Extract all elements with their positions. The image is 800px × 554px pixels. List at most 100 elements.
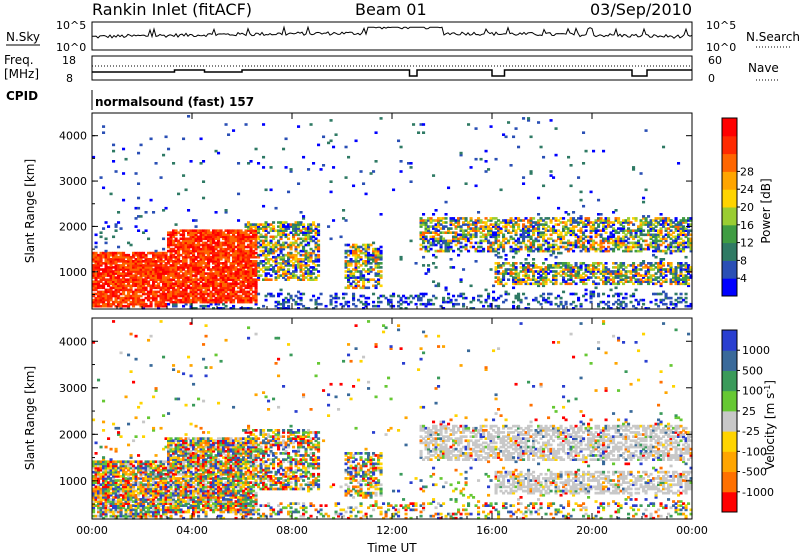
heatmap-cell xyxy=(514,280,518,283)
heatmap-cell xyxy=(447,300,451,304)
heatmap-cell xyxy=(242,270,246,273)
heatmap-cell xyxy=(559,296,563,300)
heatmap-cell xyxy=(367,247,371,251)
heatmap-cell xyxy=(234,292,238,296)
heatmap-cell xyxy=(179,270,183,273)
heatmap-cell xyxy=(544,217,548,220)
heatmap-cell xyxy=(622,241,626,245)
heatmap-cell xyxy=(104,304,108,308)
heatmap-cell xyxy=(529,229,533,232)
heatmap-cell xyxy=(102,251,106,255)
heatmap-cell xyxy=(642,229,646,232)
heatmap-cell xyxy=(239,229,243,232)
heatmap-cell xyxy=(237,241,241,245)
heatmap-cell xyxy=(152,292,156,296)
heatmap-cell xyxy=(182,274,186,277)
heatmap-cell xyxy=(289,276,293,279)
heatmap-cell xyxy=(277,294,281,298)
heatmap-cell xyxy=(597,268,601,271)
heatmap-cell xyxy=(464,239,468,243)
colorbar-swatch xyxy=(722,260,737,279)
heatmap-cell xyxy=(182,298,186,302)
heatmap-cell xyxy=(189,245,193,249)
heatmap-cell xyxy=(117,272,121,275)
heatmap-cell xyxy=(119,298,123,302)
heatmap-cell xyxy=(189,270,193,273)
heatmap-cell xyxy=(264,294,268,298)
heatmap-cell xyxy=(217,290,221,294)
heatmap-cell xyxy=(522,280,526,283)
heatmap-cell xyxy=(547,266,551,269)
heatmap-cell xyxy=(559,217,563,220)
heatmap-cell xyxy=(159,298,163,302)
heatmap-cell xyxy=(224,237,228,241)
heatmap-cell xyxy=(434,284,438,288)
heatmap-cell xyxy=(604,237,608,241)
heatmap-cell xyxy=(429,235,433,239)
heatmap-cell xyxy=(559,231,563,234)
heatmap-cell xyxy=(509,272,513,275)
heatmap-cell xyxy=(102,262,106,265)
heatmap-cell xyxy=(242,292,246,296)
heatmap-cell xyxy=(649,245,653,249)
heatmap-cell xyxy=(647,225,651,228)
heatmap-cell xyxy=(129,260,133,263)
heatmap-cell xyxy=(302,225,306,228)
heatmap-cell xyxy=(297,260,301,263)
heatmap-cell xyxy=(249,292,253,296)
heatmap-cell xyxy=(379,245,383,249)
heatmap-cell xyxy=(202,262,206,265)
heatmap-cell xyxy=(92,341,96,344)
heatmap-cell xyxy=(622,274,626,277)
heatmap-cell xyxy=(112,235,116,239)
heatmap-cell xyxy=(169,274,173,277)
heatmap-cell xyxy=(309,225,313,228)
heatmap-cell xyxy=(287,298,291,302)
heatmap-cell xyxy=(114,266,118,269)
heatmap-cell xyxy=(164,280,168,283)
heatmap-cell xyxy=(677,266,681,269)
heatmap-cell xyxy=(647,307,651,310)
heatmap-cell xyxy=(149,137,153,141)
heatmap-cell xyxy=(127,253,131,257)
heatmap-cell xyxy=(252,251,256,255)
heatmap-cell xyxy=(127,298,131,302)
heatmap-cell xyxy=(242,288,246,292)
heatmap-cell xyxy=(97,479,101,482)
heatmap-cell xyxy=(584,292,588,296)
heatmap-cell xyxy=(642,280,646,283)
heatmap-cell xyxy=(659,231,663,234)
heatmap-cell xyxy=(254,225,258,228)
heatmap-cell xyxy=(572,268,576,271)
heatmap-cell xyxy=(219,278,223,281)
heatmap-cell xyxy=(654,292,658,296)
heatmap-cell xyxy=(247,262,251,265)
heatmap-cell xyxy=(119,278,123,281)
heatmap-cell xyxy=(517,274,521,277)
heatmap-cell xyxy=(219,274,223,277)
heatmap-cell xyxy=(627,276,631,279)
heatmap-cell xyxy=(224,258,228,261)
heatmap-cell xyxy=(182,247,186,251)
heatmap-cell xyxy=(617,272,621,275)
heatmap-cell xyxy=(167,147,171,151)
heatmap-cell xyxy=(497,307,501,310)
heatmap-cell xyxy=(272,294,276,298)
heatmap-cell xyxy=(519,266,523,269)
heatmap-cell xyxy=(99,276,103,279)
heatmap-cell xyxy=(374,255,378,259)
heatmap-cell xyxy=(517,227,521,230)
heatmap-cell xyxy=(134,253,138,257)
heatmap-cell xyxy=(194,274,198,277)
heatmap-cell xyxy=(642,276,646,279)
heatmap-cell xyxy=(532,229,536,232)
heatmap-cell xyxy=(359,276,363,279)
heatmap-cell xyxy=(657,304,661,308)
heatmap-cell xyxy=(592,262,596,265)
heatmap-cell xyxy=(132,266,136,269)
heatmap-cell xyxy=(377,274,381,277)
heatmap-cell xyxy=(442,241,446,245)
heatmap-cell xyxy=(619,302,623,306)
heatmap-cell xyxy=(99,176,103,179)
heatmap-cell xyxy=(549,300,553,304)
